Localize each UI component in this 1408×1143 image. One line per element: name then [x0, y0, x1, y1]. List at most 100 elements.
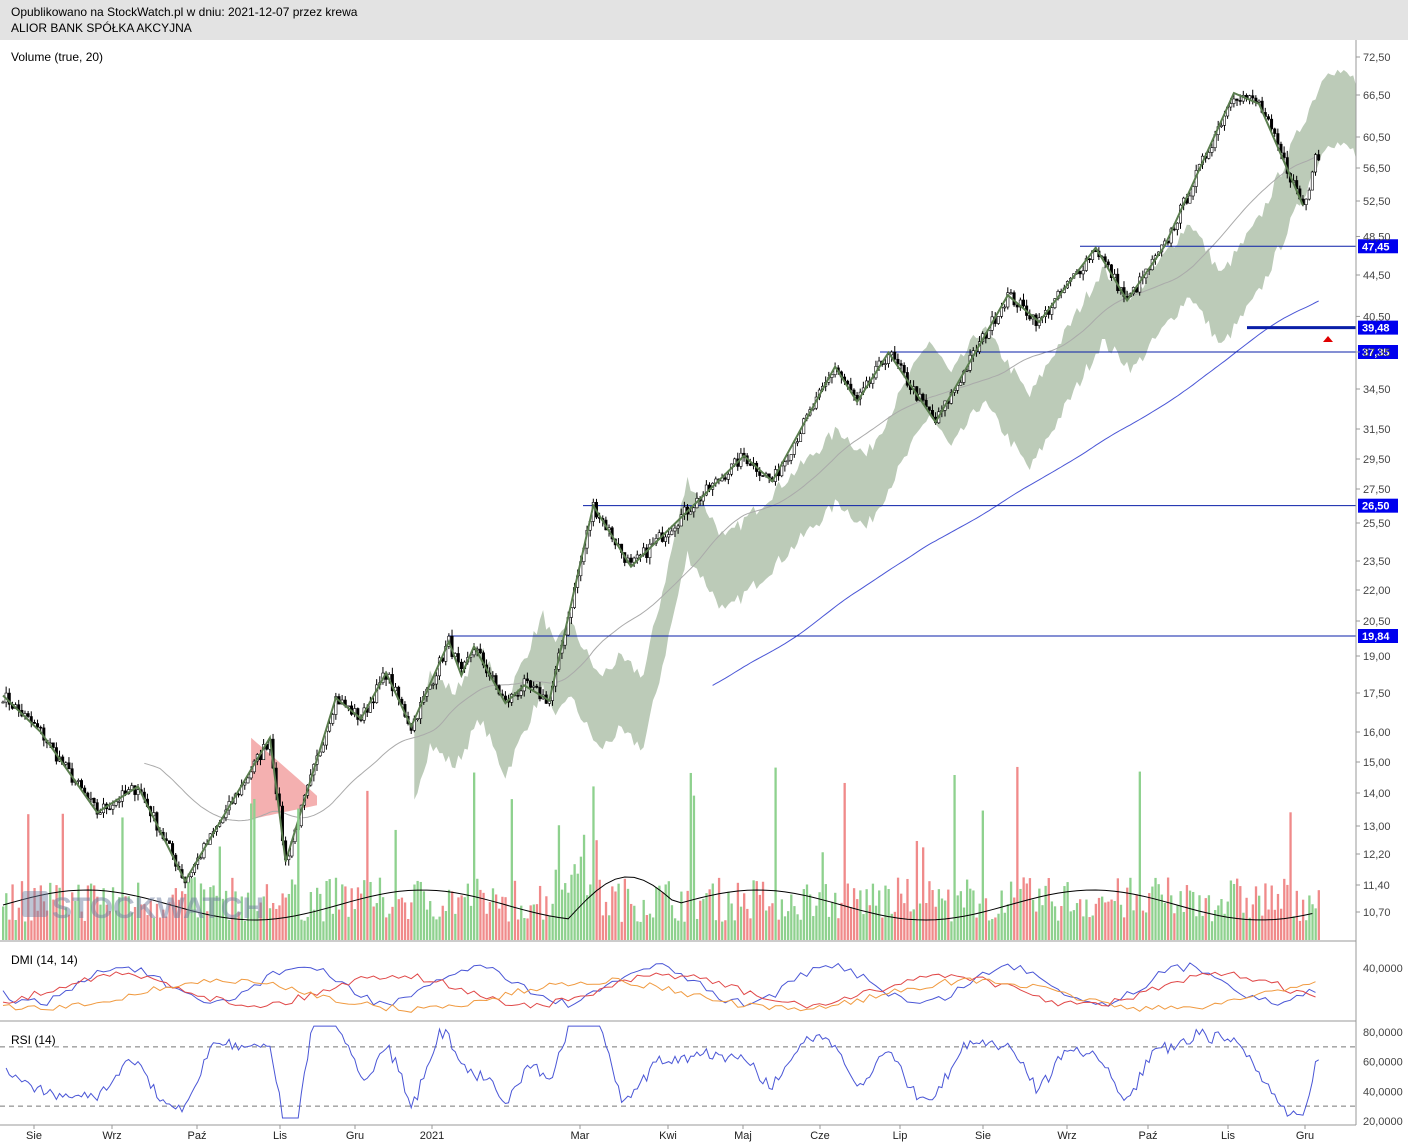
- candle-body: [1219, 125, 1223, 127]
- price-panel: 47,45 39,48 37,35 26,50 19,84: [1, 69, 1398, 889]
- volume-bar: [115, 910, 118, 940]
- volume-bar: [11, 884, 14, 940]
- volume-bar: [774, 767, 777, 940]
- candle-body: [431, 683, 435, 686]
- volume-bar: [1113, 901, 1116, 940]
- price-tick-label: 44,50: [1363, 270, 1391, 282]
- volume-bar: [422, 891, 426, 940]
- ichimoku-cloud-bearish: [251, 737, 317, 820]
- price-tick-label: 25,50: [1363, 518, 1391, 530]
- volume-bar: [931, 890, 934, 940]
- volume-bar: [1050, 901, 1054, 940]
- volume-bar: [253, 798, 256, 940]
- volume-bar: [702, 898, 705, 940]
- volume-bar: [542, 919, 545, 940]
- volume-bar: [849, 907, 853, 940]
- volume-bar: [397, 899, 400, 940]
- level-label-box: [1358, 320, 1398, 335]
- volume-bar: [802, 889, 805, 940]
- volume-bar: [501, 896, 504, 940]
- volume-bar: [432, 916, 435, 940]
- rsi-tick-label: 60,0000: [1363, 1057, 1403, 1069]
- candle-body: [503, 695, 507, 701]
- candle-body: [1232, 98, 1236, 104]
- volume-bar: [1198, 895, 1201, 940]
- volume-bar: [874, 905, 878, 940]
- volume-bar: [171, 894, 174, 940]
- dmi-tick-label: 40,0000: [1363, 963, 1403, 975]
- volume-bar: [447, 889, 451, 940]
- candle-body: [1270, 118, 1274, 130]
- volume-bar: [686, 890, 689, 940]
- volume-bar: [827, 916, 831, 940]
- time-tick-label: Mar: [571, 1130, 590, 1142]
- dmi-minus-line: [2, 971, 1316, 1009]
- volume-bar: [598, 879, 601, 940]
- volume-bar: [102, 888, 105, 940]
- candle-body: [670, 530, 674, 535]
- candle-body: [321, 744, 325, 753]
- volume-bar: [2, 906, 5, 940]
- volume-bar: [642, 899, 645, 940]
- price-tick-label: 34,50: [1363, 384, 1391, 396]
- volume-bar: [1170, 895, 1173, 940]
- candle-body: [529, 680, 533, 688]
- volume-bar: [312, 909, 316, 940]
- volume-bar: [80, 911, 83, 940]
- candle-body: [758, 471, 762, 476]
- volume-bar: [388, 913, 391, 940]
- price-tick-label: 13,00: [1363, 821, 1391, 833]
- volume-bar: [155, 903, 159, 940]
- volume-bar: [93, 885, 96, 940]
- volume-bar: [978, 903, 981, 940]
- volume-bar: [516, 919, 520, 940]
- volume-bar: [862, 914, 865, 940]
- candle-body: [1273, 128, 1277, 134]
- volume-bar: [830, 901, 834, 940]
- candle-body: [98, 812, 102, 815]
- ichimoku-cloud: [414, 69, 1357, 800]
- volume-bar: [752, 880, 755, 940]
- price-tick-label: 14,00: [1363, 788, 1391, 800]
- volume-bar: [529, 905, 532, 940]
- volume-bar: [824, 884, 827, 940]
- candle-body: [32, 722, 36, 724]
- candle-body: [1015, 304, 1019, 308]
- volume-bar: [451, 891, 454, 940]
- volume-bar: [403, 902, 407, 940]
- volume-bar: [1122, 917, 1126, 940]
- volume-bar: [922, 847, 925, 940]
- volume-bar: [359, 893, 363, 940]
- volume-bar: [890, 913, 893, 940]
- volume-bar: [454, 913, 457, 940]
- volume-bar: [99, 904, 102, 940]
- candle-body: [76, 780, 80, 782]
- volume-bar: [1041, 905, 1044, 940]
- candle-body: [1235, 98, 1239, 101]
- volume-bar: [212, 885, 215, 940]
- candle-body: [80, 780, 84, 789]
- volume-bar: [815, 905, 818, 940]
- volume-bar: [793, 906, 796, 940]
- volume-bar: [108, 910, 112, 940]
- volume-bar: [582, 834, 586, 940]
- volume-bar: [655, 887, 658, 940]
- candle-body: [1229, 103, 1233, 108]
- volume-bar: [133, 906, 137, 940]
- volume-bar: [300, 919, 303, 940]
- volume-bar: [1160, 894, 1163, 940]
- candle-body: [108, 808, 112, 811]
- volume-bar: [1119, 904, 1123, 940]
- volume-bar: [683, 921, 686, 940]
- volume-bar: [463, 897, 466, 940]
- volume-bar: [837, 918, 840, 940]
- candle-body: [199, 857, 203, 860]
- candle-body: [1003, 306, 1007, 309]
- volume-bar: [947, 889, 950, 940]
- time-tick-label: Lis: [1221, 1130, 1236, 1142]
- volume-bar: [344, 886, 347, 940]
- volume-bar: [381, 897, 385, 940]
- price-tick-label: 60,50: [1363, 132, 1391, 144]
- volume-bar: [1104, 902, 1107, 940]
- volume-bar: [1009, 881, 1013, 940]
